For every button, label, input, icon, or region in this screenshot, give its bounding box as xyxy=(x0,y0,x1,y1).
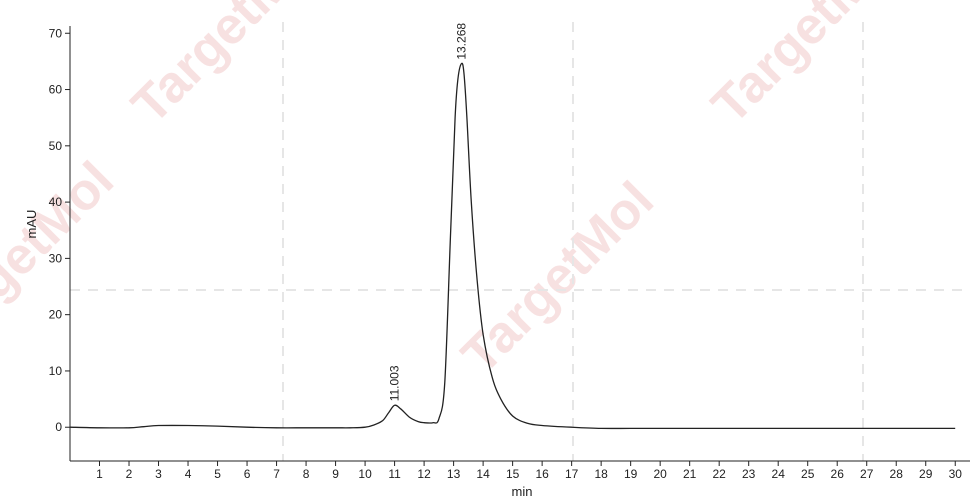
x-tick-label: 5 xyxy=(214,467,221,481)
y-tick-label: 30 xyxy=(49,251,63,265)
y-tick-label: 10 xyxy=(49,364,63,378)
x-tick-label: 24 xyxy=(772,467,786,481)
x-tick-label: 6 xyxy=(244,467,251,481)
x-tick-label: 10 xyxy=(358,467,372,481)
x-axis-label: min xyxy=(512,484,533,499)
x-tick-label: 23 xyxy=(742,467,756,481)
x-tick-label: 12 xyxy=(417,467,431,481)
x-tick-label: 17 xyxy=(565,467,579,481)
y-tick-label: 0 xyxy=(55,420,62,434)
peak-label: 13.268 xyxy=(455,23,469,60)
y-axis-label: mAU xyxy=(24,210,39,239)
y-axis-ticks: 0 10 20 30 40 50 60 70 xyxy=(49,26,70,434)
x-tick-label: 14 xyxy=(476,467,490,481)
x-tick-label: 30 xyxy=(949,467,963,481)
x-tick-label: 18 xyxy=(594,467,608,481)
x-tick-label: 7 xyxy=(273,467,280,481)
x-tick-label: 25 xyxy=(801,467,815,481)
x-tick-label: 21 xyxy=(683,467,697,481)
watermark-text: TargetMol xyxy=(0,151,125,365)
y-tick-label: 40 xyxy=(49,195,63,209)
series-layer xyxy=(69,62,956,430)
x-tick-label: 20 xyxy=(653,467,667,481)
grid-lines xyxy=(70,22,970,461)
x-tick-label: 29 xyxy=(919,467,933,481)
x-tick-label: 4 xyxy=(185,467,192,481)
x-tick-label: 1 xyxy=(96,467,103,481)
x-tick-label: 13 xyxy=(447,467,461,481)
y-tick-label: 60 xyxy=(49,83,63,97)
watermark-text: TargetMol xyxy=(451,171,665,385)
peak-label: 11.003 xyxy=(388,365,402,401)
watermark-text: TargetMol xyxy=(701,0,915,135)
axes xyxy=(69,26,970,462)
y-tick-label: 20 xyxy=(49,308,63,322)
x-tick-label: 8 xyxy=(303,467,310,481)
x-tick-label: 19 xyxy=(624,467,638,481)
x-tick-label: 9 xyxy=(332,467,339,481)
watermark-text: TargetMol xyxy=(121,0,335,135)
x-tick-label: 3 xyxy=(155,467,162,481)
x-tick-label: 28 xyxy=(890,467,904,481)
x-tick-label: 27 xyxy=(860,467,874,481)
x-axis-ticks: 1 2 3 4 5 6 7 8 9 10 11 12 13 14 15 16 17 18 19 20 21 22 23 24 2… xyxy=(96,461,962,481)
y-tick-label: 50 xyxy=(49,139,63,153)
peak-labels: 11.003 13.268 xyxy=(388,23,469,402)
x-tick-label: 15 xyxy=(506,467,520,481)
y-tick-label: 70 xyxy=(49,26,63,40)
x-tick-label: 16 xyxy=(535,467,549,481)
x-tick-label: 22 xyxy=(713,467,727,481)
x-tick-label: 2 xyxy=(126,467,133,481)
series-line xyxy=(69,62,956,430)
x-tick-label: 26 xyxy=(831,467,845,481)
x-tick-label: 11 xyxy=(388,467,401,481)
